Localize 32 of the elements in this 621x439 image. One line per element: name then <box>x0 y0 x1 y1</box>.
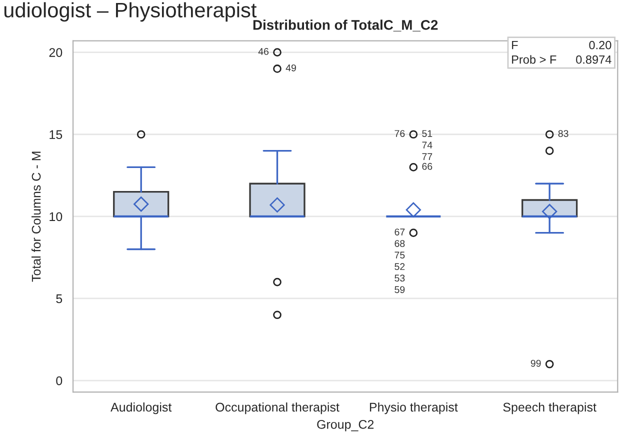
x-tick-label: Occupational therapist <box>216 402 340 414</box>
x-axis-title: Group_C2 <box>317 420 374 432</box>
annotation: 83 <box>558 130 568 137</box>
annotation: 0.20 <box>589 40 612 50</box>
annotation: F <box>512 41 518 50</box>
annotation: 67 <box>394 228 405 236</box>
x-tick-label: Physio therapist <box>370 402 458 414</box>
y-tick-label: 20 <box>49 48 62 57</box>
annotation: 68 <box>394 240 405 247</box>
x-tick-label: Speech therapist <box>503 402 596 414</box>
annotation: 66 <box>422 162 432 170</box>
annotation: 77 <box>422 153 432 160</box>
y-axis-title: Total for Columns C - M <box>32 152 41 282</box>
y-tick-label: 15 <box>50 130 62 140</box>
chart-title: Distribution of TotalC_M_C2 <box>253 20 438 32</box>
annotation: Prob > F <box>512 55 556 64</box>
text: udiologist – Physiotherapist <box>4 2 257 22</box>
annotation: 0.8974 <box>576 55 612 64</box>
annotation: 99 <box>530 360 541 367</box>
annotation: 74 <box>422 142 432 148</box>
annotation: 53 <box>394 274 405 282</box>
annotation: 46 <box>258 48 268 55</box>
annotation: 51 <box>422 130 432 137</box>
y-tick-label: 0 <box>56 376 62 386</box>
annotation: 75 <box>394 252 405 259</box>
annotation: 49 <box>286 64 296 72</box>
x-tick-label: Audiologist <box>110 402 172 414</box>
annotation: 76 <box>394 130 405 137</box>
y-tick-label: 10 <box>50 212 62 222</box>
y-tick-label: 5 <box>56 294 62 304</box>
annotation: 52 <box>394 263 405 270</box>
annotation: 59 <box>394 286 405 294</box>
